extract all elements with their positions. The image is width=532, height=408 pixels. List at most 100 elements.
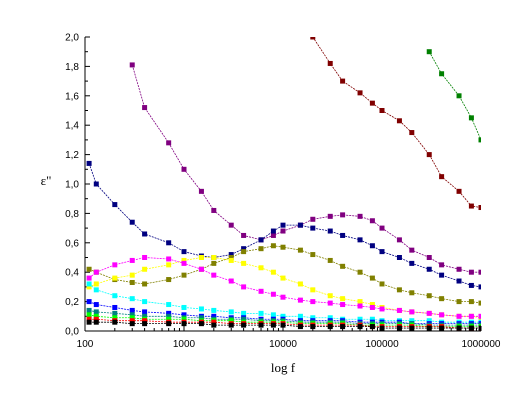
data-point [211,207,217,213]
data-point [93,269,99,275]
data-point [211,255,217,260]
data-point [112,315,118,321]
data-point [86,284,92,290]
data-point [198,306,204,312]
data-point [310,299,316,305]
series-line [88,257,481,317]
data-point [181,312,187,318]
series-6 [86,255,481,319]
data-point [409,318,415,324]
data-point [112,262,118,268]
data-point [86,160,92,166]
data-point [181,321,187,327]
data-point [241,232,247,238]
data-point [129,315,135,321]
data-point [310,252,316,258]
data-point [142,231,148,237]
data-point [409,290,415,296]
data-point [310,287,316,293]
data-point [181,249,187,255]
data-point [86,307,92,313]
data-point [93,313,99,319]
data-point [93,319,99,325]
data-point [129,272,135,278]
data-point [310,216,316,222]
data-point [340,212,346,218]
data-point [112,202,118,208]
data-point [369,316,375,322]
data-point [142,255,148,260]
data-point [228,257,234,263]
data-point [142,321,148,327]
data-point [142,313,148,319]
data-point [340,232,346,238]
data-point [142,318,148,324]
data-point [409,130,415,136]
tick-labels: 0,0 0,2 0,4 0,6 0,8 1,0 1,2 1,4 1,6 1,8 2,0 100 1000… [65,33,501,351]
data-point [439,296,445,302]
data-point [439,262,445,268]
data-point [340,78,346,84]
data-point [357,213,363,219]
data-point [241,260,247,266]
data-point [439,312,445,318]
data-point [228,252,234,258]
data-point [181,304,187,310]
series-line [88,245,481,304]
data-point [270,312,276,318]
data-point [93,316,99,322]
data-point [241,284,247,290]
data-point [86,299,92,305]
data-point [93,281,99,287]
data-point [357,316,363,322]
data-point [166,302,172,308]
data-point [439,71,445,77]
data-point [327,228,333,234]
series-12 [86,319,481,331]
axes [84,36,482,332]
data-point [181,260,187,266]
data-point [379,108,385,113]
data-point [468,282,474,288]
data-point [409,309,415,315]
data-point [297,281,303,287]
data-point [166,256,172,262]
data-point [409,325,415,331]
data-point [396,255,402,260]
series-line [88,163,481,288]
data-point [86,316,92,322]
data-point [86,266,92,272]
data-point [228,322,234,328]
data-point [241,316,247,322]
data-point [426,293,432,299]
data-point [129,307,135,313]
data-point [241,310,247,316]
data-point [270,291,276,297]
data-point [468,325,474,331]
data-point [396,287,402,293]
data-point [166,140,172,146]
y-tick-label: 1,2 [65,150,79,161]
data-point [142,266,148,272]
x-tick-label: 100 [77,339,94,350]
data-point [142,299,148,305]
data-point [280,244,286,250]
data-point [369,218,375,224]
series-line [89,310,481,326]
data-point [166,310,172,316]
data-point [181,166,187,172]
data-point [258,237,264,243]
data-point [409,260,415,266]
data-point [129,279,135,285]
y-tick-label: 0,6 [65,238,79,249]
data-point [357,324,363,330]
series-0 [426,49,481,143]
data-point [198,188,204,194]
data-point [270,322,276,328]
data-point [93,287,99,293]
data-point [379,306,385,312]
data-point [280,275,286,281]
data-point [439,272,445,278]
data-point [468,115,474,121]
